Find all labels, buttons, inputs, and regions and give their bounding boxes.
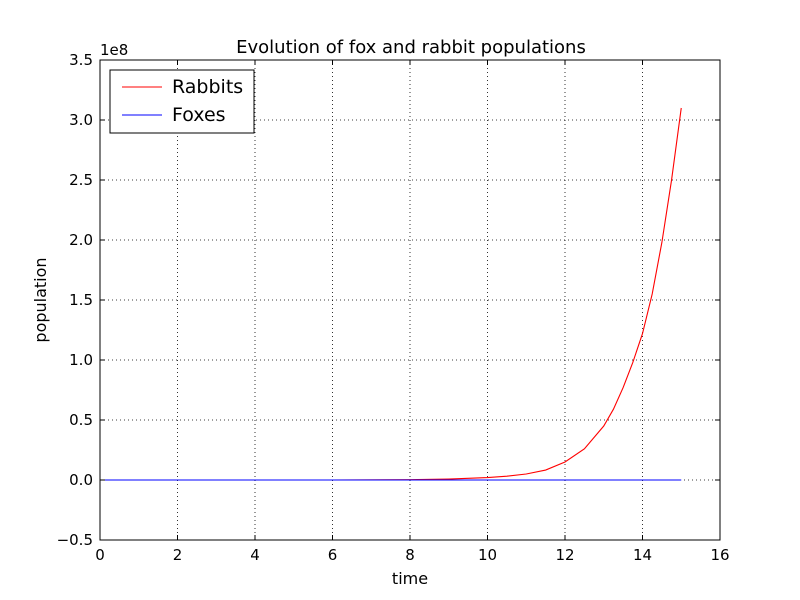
y-tick-label: 0.0 (69, 471, 93, 489)
x-tick-label: 16 (710, 546, 729, 564)
x-tick-label: 14 (633, 546, 652, 564)
x-tick-label: 10 (478, 546, 497, 564)
x-tick-label: 12 (555, 546, 574, 564)
y-tick-label: 0.5 (69, 411, 93, 429)
y-tick-label: 2.5 (69, 171, 93, 189)
series-lines (100, 107, 682, 481)
x-tick-label: 0 (95, 546, 105, 564)
y-offset-label: 1e8 (100, 41, 128, 59)
x-tick-label: 6 (328, 546, 338, 564)
y-tick-label: 3.0 (69, 111, 93, 129)
legend: Rabbits Foxes (109, 69, 255, 134)
legend-box (109, 69, 255, 134)
x-tick-label: 8 (405, 546, 415, 564)
x-tick-label: 2 (173, 546, 183, 564)
y-tick-label: 1.0 (69, 351, 93, 369)
y-axis-label: population (31, 257, 50, 342)
axis-ticks: 0 2 4 6 8 10 12 14 16 −0.5 0.0 0.5 1.0 1.5 2.0 2.5 3.0 3.… (57, 51, 730, 564)
y-tick-label: 3.5 (69, 51, 93, 69)
legend-label-foxes: Foxes (172, 104, 226, 126)
legend-label-rabbits: Rabbits (172, 76, 243, 98)
y-tick-label: 1.5 (69, 291, 93, 309)
grid (100, 60, 720, 540)
y-tick-label: −0.5 (57, 531, 93, 549)
x-axis-label: time (392, 569, 428, 588)
chart-title: Evolution of fox and rabbit populations (236, 37, 586, 58)
y-tick-label: 2.0 (69, 231, 93, 249)
series-line-rabbits (100, 107, 682, 481)
x-tick-label: 4 (250, 546, 260, 564)
